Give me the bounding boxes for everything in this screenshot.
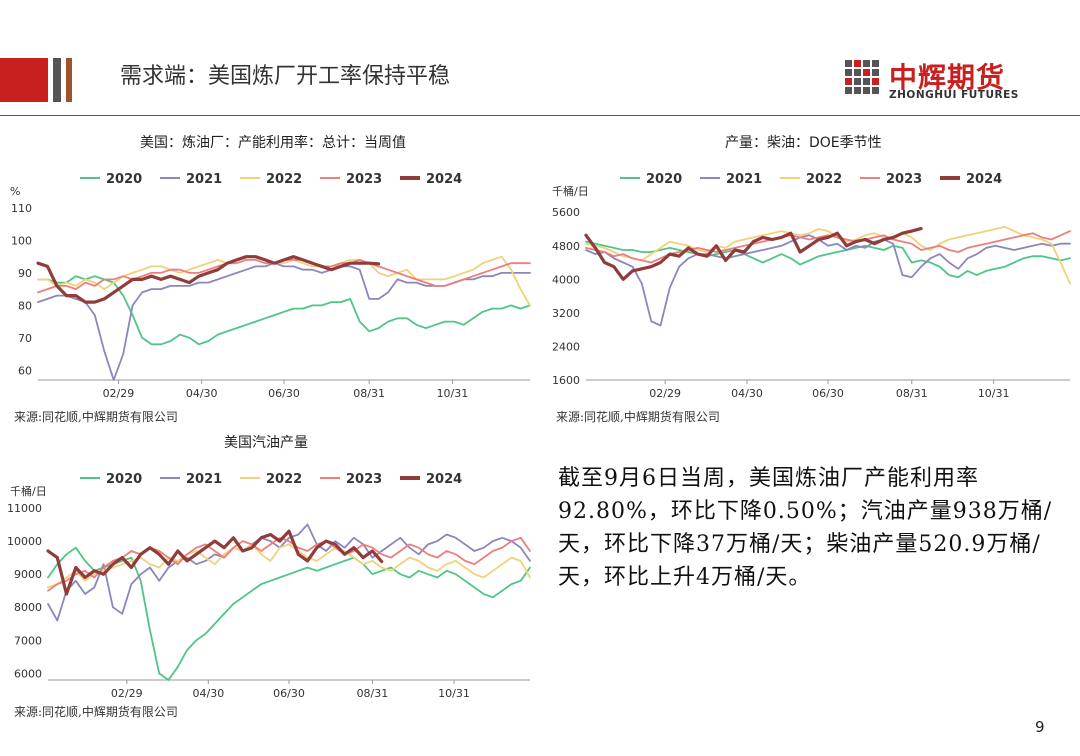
x-tick-label: 04/30 <box>731 387 763 400</box>
y-tick-label: 70 <box>18 332 32 345</box>
y-tick-label: 80 <box>18 299 32 312</box>
gasoline-production-chart: 2020 2021 2022 2023 2024 千桶/日 6000 7000 8000 9000… <box>7 472 531 700</box>
chart3-source: 来源:同花顺,中辉期货有限公司 <box>14 705 178 719</box>
x-tick-label: 10/31 <box>437 387 469 400</box>
series-line-2020 <box>47 546 531 681</box>
header-red-block <box>0 58 48 102</box>
logo-text-en: ZHONGHUI FUTURES <box>889 89 1019 101</box>
legend-label-2022: 2022 <box>266 472 302 487</box>
legend-label-2021: 2021 <box>186 472 222 487</box>
y-tick-label: 9000 <box>14 568 42 581</box>
y-tick-label: 6000 <box>14 667 42 680</box>
legend-label-2022: 2022 <box>266 172 302 187</box>
series-line-2024 <box>46 529 384 596</box>
x-tick-label: 08/31 <box>353 387 385 400</box>
chart2-source: 来源:同花顺,中辉期货有限公司 <box>556 410 720 424</box>
legend-label-2020: 2020 <box>106 472 142 487</box>
series-line-2021 <box>585 234 1071 327</box>
series-line-2022 <box>37 255 531 307</box>
page-number: 9 <box>1035 718 1045 736</box>
y-tick-label: 110 <box>11 202 32 215</box>
series-line-2020 <box>37 275 531 346</box>
x-tick-label: 04/30 <box>186 387 218 400</box>
header-gray-stripe <box>53 58 61 102</box>
refinery-utilization-chart: 2020 2021 2022 2023 2024% 60 70 80 90 100 110 02/29… <box>10 172 531 400</box>
legend-label-2024: 2024 <box>426 472 462 487</box>
y-tick-label: 1600 <box>552 374 580 387</box>
legend-label-2020: 2020 <box>106 172 142 187</box>
chart3-title: 美国汽油产量 <box>224 435 308 451</box>
legend-label-2024: 2024 <box>966 172 1002 187</box>
summary-text: 截至9月6日当周，美国炼油厂产能利用率92.80%，环比下降0.50%；汽油产量… <box>558 466 1053 590</box>
series-line-2021 <box>47 523 531 622</box>
legend-label-2021: 2021 <box>186 172 222 187</box>
chart2-title: 产量：柴油：DOE季节性 <box>725 135 882 151</box>
y-tick-label: 2400 <box>552 340 580 353</box>
y-tick-label: 8000 <box>14 601 42 614</box>
y-tick-label: 5600 <box>552 206 580 219</box>
legend-label-2023: 2023 <box>886 172 922 187</box>
legend-label-2023: 2023 <box>346 472 382 487</box>
series-line-2022 <box>47 543 531 589</box>
legend-label-2021: 2021 <box>726 172 762 187</box>
series-line-2024 <box>36 255 381 304</box>
x-tick-label: 02/29 <box>103 387 135 400</box>
company-logo: 中辉期货 ZHONGHUI FUTURES <box>845 56 1025 106</box>
y-tick-label: 10000 <box>7 535 42 548</box>
legend-label-2024: 2024 <box>426 172 462 187</box>
header-brown-stripe <box>66 58 72 102</box>
diesel-production-chart: 2020 2021 2022 2023 2024 千桶/日 1600 2400 3200 4000… <box>552 172 1071 400</box>
y-tick-label: 4800 <box>552 240 580 253</box>
x-tick-label: 10/31 <box>438 687 470 700</box>
legend-label-2023: 2023 <box>346 172 382 187</box>
chart1-source: 来源:同花顺,中辉期货有限公司 <box>14 410 178 424</box>
series-line-2023 <box>47 536 531 592</box>
logo-grid-icon <box>845 60 879 94</box>
series-line-2024 <box>584 226 923 281</box>
header-divider <box>0 115 1080 116</box>
x-tick-label: 02/29 <box>111 687 143 700</box>
y-tick-label: 4000 <box>552 273 580 286</box>
page-title: 需求端：美国炼厂开工率保持平稳 <box>120 64 451 89</box>
y-tick-label: 3200 <box>552 307 580 320</box>
legend-label-2020: 2020 <box>646 172 682 187</box>
series-line-2022 <box>585 226 1071 285</box>
x-tick-label: 10/31 <box>978 387 1010 400</box>
x-tick-label: 04/30 <box>193 687 225 700</box>
y-tick-label: 60 <box>18 364 32 377</box>
legend-label-2022: 2022 <box>806 172 842 187</box>
x-tick-label: 08/31 <box>896 387 928 400</box>
x-tick-label: 06/30 <box>812 387 844 400</box>
x-tick-label: 02/29 <box>649 387 681 400</box>
chart1-title: 美国：炼油厂：产能利用率：总计：当周值 <box>140 135 406 151</box>
y-axis-unit: % <box>10 185 20 198</box>
logo-text-cn: 中辉期货 <box>889 61 1006 94</box>
x-tick-label: 08/31 <box>357 687 389 700</box>
y-axis-unit: 千桶/日 <box>552 184 589 198</box>
y-tick-label: 90 <box>18 267 32 280</box>
x-tick-label: 06/30 <box>273 687 305 700</box>
y-tick-label: 11000 <box>7 502 42 515</box>
y-tick-label: 100 <box>11 234 32 247</box>
series-line-2020 <box>585 240 1071 279</box>
x-tick-label: 06/30 <box>268 387 300 400</box>
y-axis-unit: 千桶/日 <box>10 484 47 498</box>
y-tick-label: 7000 <box>14 634 42 647</box>
